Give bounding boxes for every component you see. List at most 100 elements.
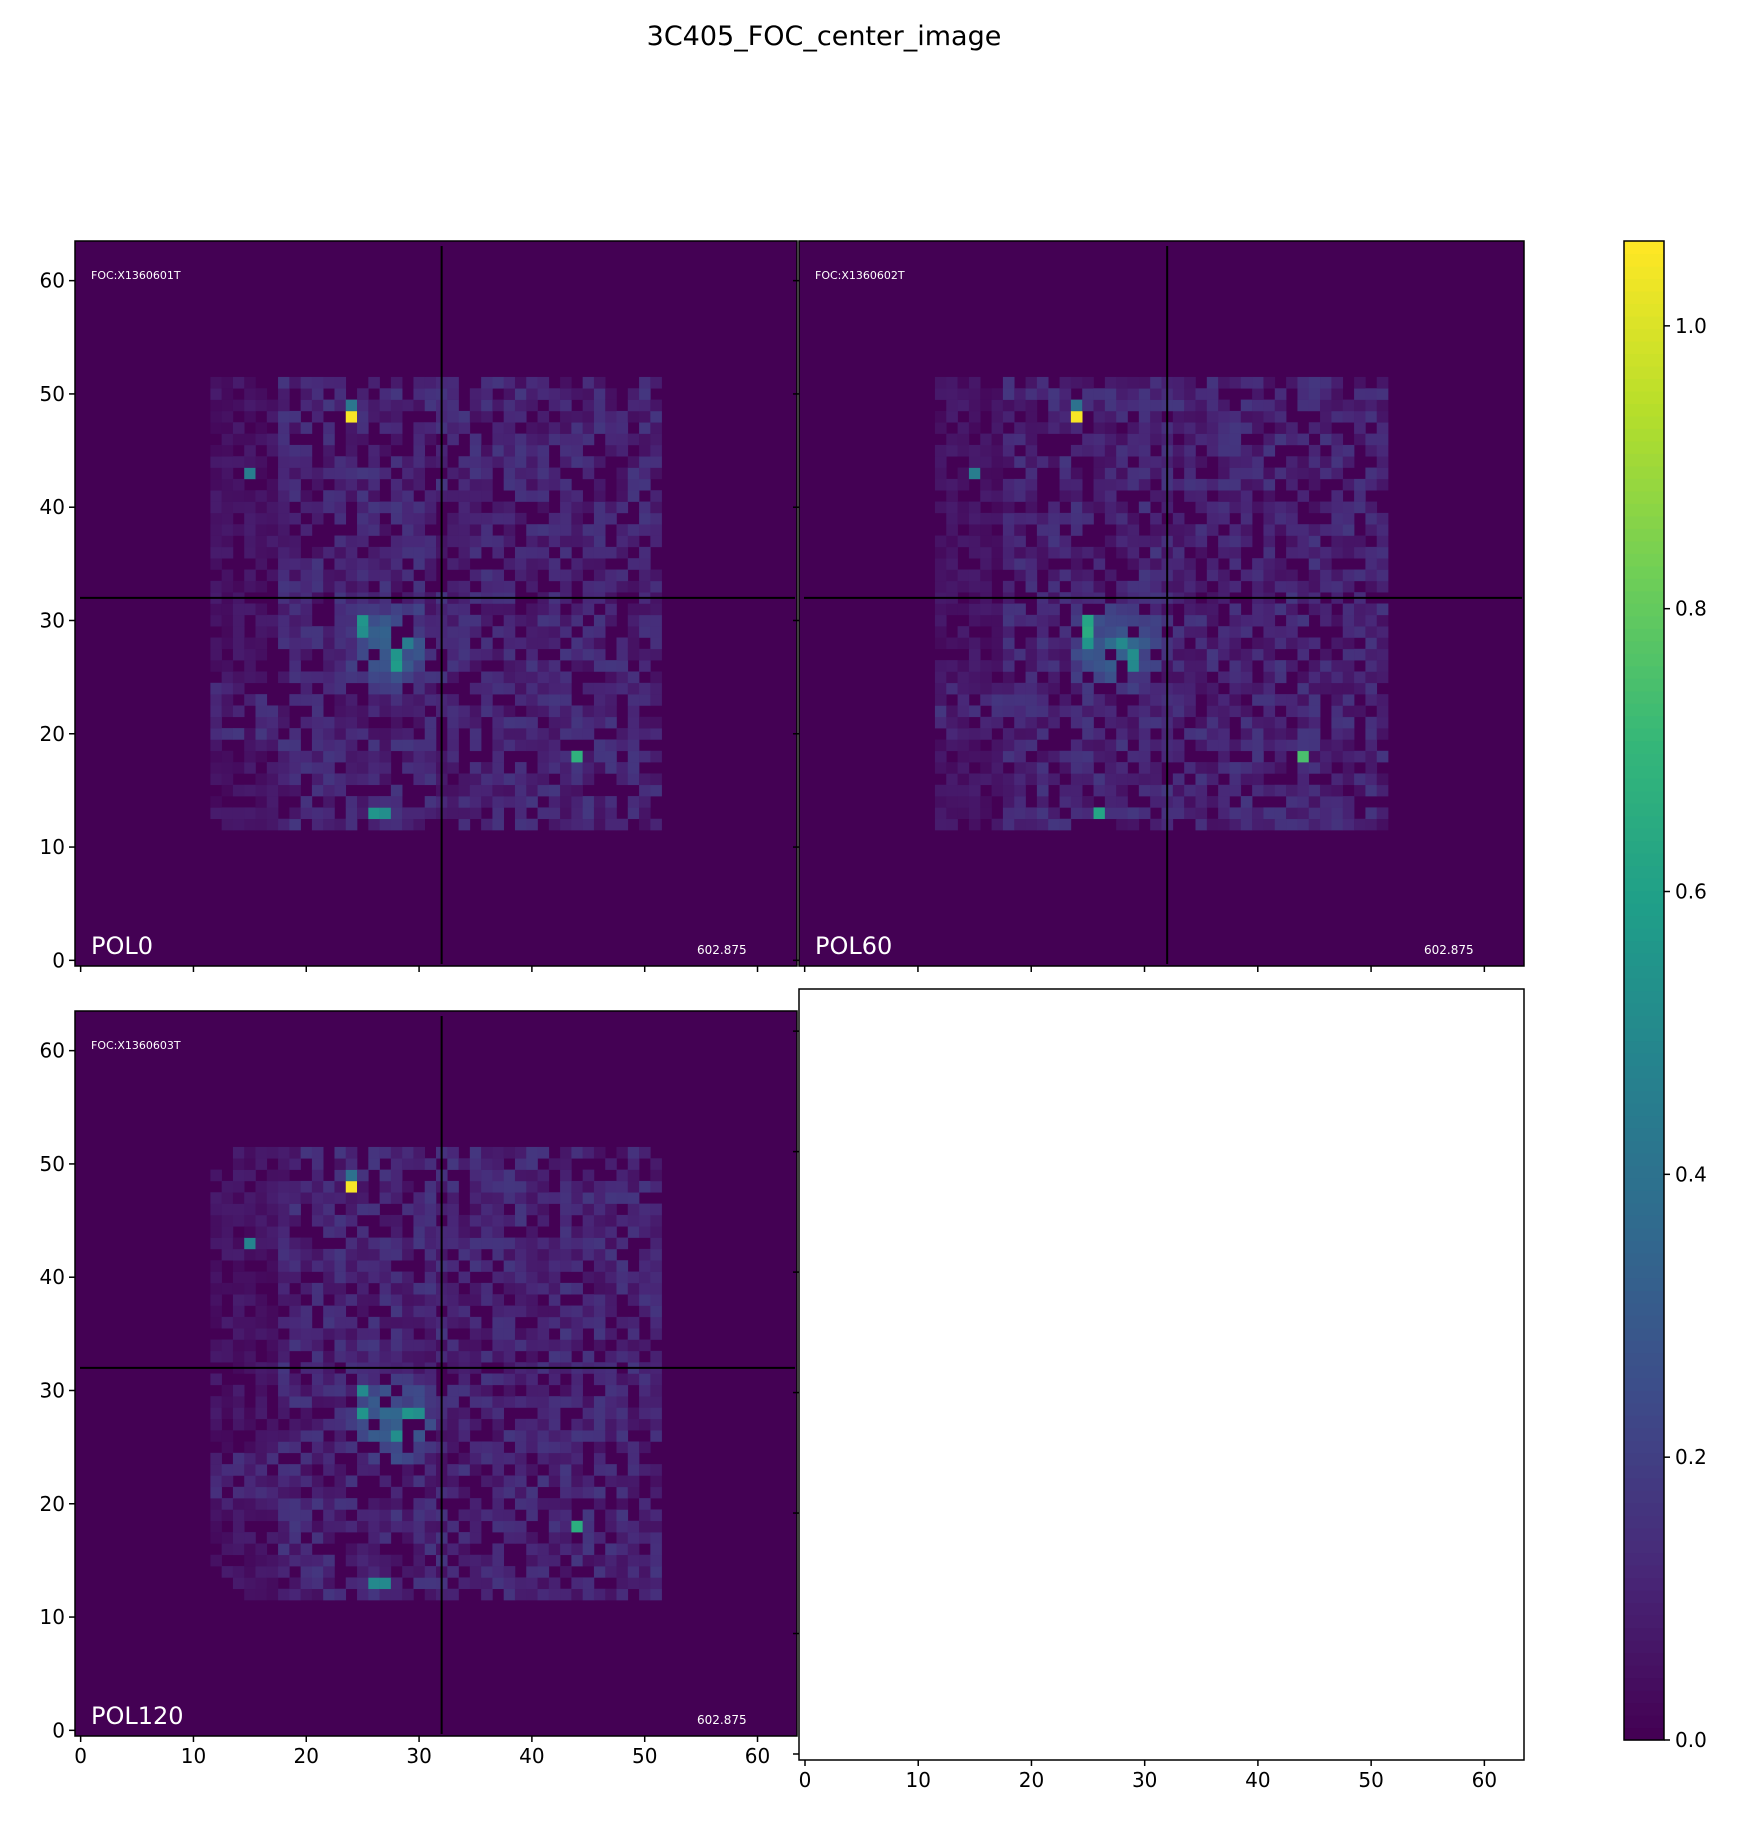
heatmap-cell <box>334 1146 347 1159</box>
heatmap-cell <box>1138 558 1151 570</box>
heatmap-cell <box>210 1396 222 1408</box>
heatmap-cell <box>1048 501 1060 514</box>
heatmap-cell <box>1172 796 1185 808</box>
heatmap-cell <box>526 1464 538 1476</box>
heatmap-cell <box>278 750 290 763</box>
heatmap-cell <box>616 1350 629 1363</box>
heatmap-cell <box>300 444 313 457</box>
heatmap-cell <box>1150 410 1162 423</box>
heatmap-cell <box>1104 750 1117 763</box>
colorbar-segment <box>1624 1527 1664 1541</box>
heatmap-cell <box>255 796 268 808</box>
heatmap-cell <box>934 376 947 389</box>
heatmap-cell <box>639 603 651 616</box>
y-tick-label: 10 <box>40 1605 65 1629</box>
heatmap-cell <box>1365 558 1378 570</box>
heatmap-cell <box>526 660 538 672</box>
heatmap-cell <box>447 796 459 808</box>
heatmap-cell <box>605 422 617 434</box>
heatmap-cell <box>357 1520 369 1533</box>
heatmap-cell <box>1308 376 1321 389</box>
heatmap-cell <box>593 1532 606 1544</box>
heatmap-cell <box>300 1577 313 1590</box>
heatmap-cell <box>357 410 369 423</box>
heatmap-cell <box>1376 558 1389 570</box>
heatmap-cell <box>266 1373 279 1386</box>
heatmap-cell <box>1172 739 1185 752</box>
heatmap-cell <box>650 1430 662 1442</box>
heatmap-cell <box>334 614 347 627</box>
heatmap-cell <box>1240 490 1253 502</box>
heatmap-cell <box>582 501 595 514</box>
observation-id-label: FOC:X1360603T <box>91 1039 181 1052</box>
heatmap-cell <box>968 422 981 434</box>
heatmap-cell <box>345 603 358 616</box>
heatmap-cell <box>469 1192 482 1204</box>
heatmap-cell <box>1263 512 1276 525</box>
heatmap-cell <box>639 1226 651 1238</box>
heatmap-cell <box>526 456 538 468</box>
heatmap-cell <box>402 603 414 616</box>
heatmap-cell <box>334 1396 347 1408</box>
heatmap-cell <box>639 660 651 672</box>
heatmap-cell <box>278 1498 290 1510</box>
heatmap-cell <box>1320 501 1332 514</box>
heatmap-cell <box>323 716 335 729</box>
heatmap-cell <box>334 705 347 718</box>
heatmap-cell <box>1093 444 1106 457</box>
heatmap-cell <box>582 535 595 548</box>
heatmap-cell <box>991 512 1004 525</box>
heatmap-cell <box>560 796 572 808</box>
heatmap-cell <box>1286 807 1298 820</box>
heatmap-cell <box>1093 501 1106 514</box>
heatmap-cell <box>221 1192 234 1204</box>
heatmap-cell <box>492 1464 504 1476</box>
heatmap-cell <box>571 1464 583 1476</box>
heatmap-cell <box>605 1203 617 1216</box>
heatmap-cell <box>447 1350 459 1363</box>
heatmap-cell <box>1150 569 1162 582</box>
colorbar-segment <box>1624 365 1664 380</box>
heatmap-cell <box>1263 399 1276 412</box>
heatmap-cell <box>255 388 268 400</box>
heatmap-cell <box>1138 637 1151 650</box>
heatmap-cell <box>639 1396 651 1408</box>
heatmap-cell <box>1365 433 1378 446</box>
heatmap-cell <box>357 1226 369 1238</box>
heatmap-cell <box>357 1554 369 1567</box>
heatmap-cell <box>447 1339 459 1352</box>
heatmap-cell <box>368 1339 380 1352</box>
heatmap-cell <box>627 796 640 808</box>
heatmap-cell <box>605 1407 617 1420</box>
heatmap-cell <box>616 1146 629 1159</box>
heatmap-cell <box>334 376 347 389</box>
heatmap-cell <box>593 1554 606 1567</box>
heatmap-cell <box>311 626 324 638</box>
heatmap-cell <box>968 637 981 650</box>
heatmap-cell <box>424 1475 437 1488</box>
heatmap-cell <box>1184 376 1196 389</box>
heatmap-cell <box>469 1396 482 1408</box>
heatmap-cell <box>1059 750 1072 763</box>
heatmap-cell <box>458 1532 471 1544</box>
heatmap-cell <box>1376 524 1389 536</box>
heatmap-cell <box>390 1316 403 1329</box>
heatmap-cell <box>368 490 380 502</box>
heatmap-cell <box>458 580 471 593</box>
colorbar-segment <box>1624 253 1664 267</box>
heatmap-cell <box>1218 444 1230 457</box>
heatmap-cell <box>1048 716 1060 729</box>
heatmap-cell <box>1116 433 1128 446</box>
heatmap-cell <box>548 399 561 412</box>
heatmap-cell <box>357 558 369 570</box>
heatmap-cell <box>1116 467 1128 480</box>
heatmap-cell <box>278 1158 290 1170</box>
heatmap-cell <box>1376 705 1389 718</box>
heatmap-cell <box>289 818 301 831</box>
heatmap-cell <box>616 1566 629 1578</box>
heatmap-cell <box>402 456 414 468</box>
colorbar-segment <box>1624 690 1664 704</box>
heatmap-cell <box>481 1373 493 1386</box>
heatmap-cell <box>526 1384 538 1397</box>
heatmap-cell <box>980 660 992 672</box>
